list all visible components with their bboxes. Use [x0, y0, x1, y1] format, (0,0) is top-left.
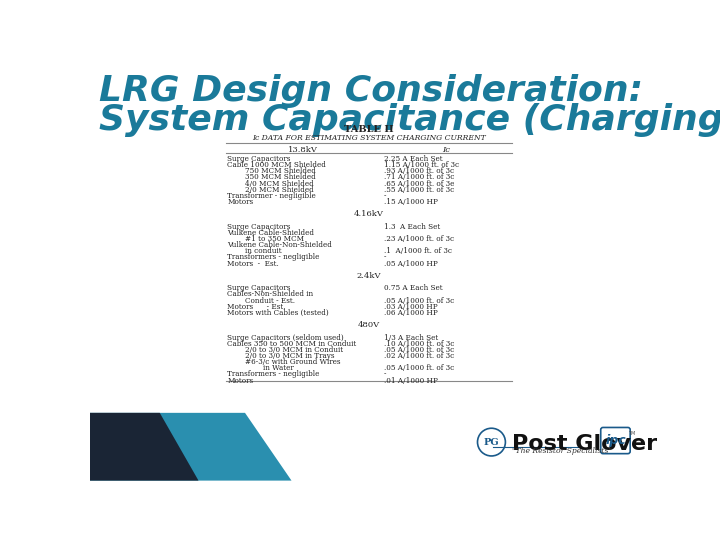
Text: Post Glover: Post Glover: [512, 434, 657, 454]
Text: 1.3  A Each Set: 1.3 A Each Set: [384, 222, 440, 231]
Text: PG: PG: [484, 437, 499, 447]
Text: 1.15 A/1000 ft. of 3c: 1.15 A/1000 ft. of 3c: [384, 161, 459, 169]
Text: 1/3 A Each Set: 1/3 A Each Set: [384, 334, 438, 341]
Text: .55 A/1000 ft. of 3c: .55 A/1000 ft. of 3c: [384, 186, 454, 194]
Text: Motors      - Est.: Motors - Est.: [228, 303, 286, 310]
Text: Transformer - negligible: Transformer - negligible: [228, 192, 316, 200]
Text: 0.75 A Each Set: 0.75 A Each Set: [384, 284, 442, 292]
Text: 750 MCM Shielded: 750 MCM Shielded: [228, 167, 316, 175]
Text: 4/0 MCM Shielded: 4/0 MCM Shielded: [228, 179, 314, 187]
Text: .23 A/1000 ft. of 3c: .23 A/1000 ft. of 3c: [384, 235, 454, 243]
Text: Motors  -  Est.: Motors - Est.: [228, 260, 279, 268]
Text: .15 A/1000 HP: .15 A/1000 HP: [384, 198, 438, 206]
Text: Ic: Ic: [443, 146, 451, 154]
Text: in Water: in Water: [228, 364, 294, 373]
Text: 2/0 to 3/0 MCM in Trays: 2/0 to 3/0 MCM in Trays: [228, 352, 335, 360]
Text: 2.25 A Each Set: 2.25 A Each Set: [384, 155, 442, 163]
Text: -: -: [384, 370, 386, 379]
Text: 480V: 480V: [358, 321, 380, 329]
Text: .05 A/1000 ft. of 3c: .05 A/1000 ft. of 3c: [384, 346, 454, 354]
Text: -: -: [384, 253, 386, 261]
Text: Motors with Cables (tested): Motors with Cables (tested): [228, 309, 329, 317]
Text: Surge Capacitors: Surge Capacitors: [228, 284, 291, 292]
Text: .03 A/1000 HP: .03 A/1000 HP: [384, 303, 437, 310]
Text: .06 A/1000 HP: .06 A/1000 HP: [384, 309, 438, 317]
Text: in conduit: in conduit: [228, 247, 282, 255]
Text: Cables 350 to 500 MCM in Conduit: Cables 350 to 500 MCM in Conduit: [228, 340, 356, 348]
Text: Surge Capacitors: Surge Capacitors: [228, 155, 291, 163]
Text: 2.4kV: 2.4kV: [356, 272, 382, 280]
Text: 2/0 MCM Shielded: 2/0 MCM Shielded: [228, 186, 314, 194]
Text: "The Resistor Specialists": "The Resistor Specialists": [512, 447, 611, 455]
Text: .93 A/1000 ft. of 3c: .93 A/1000 ft. of 3c: [384, 167, 454, 175]
Text: #1 to 350 MCM: #1 to 350 MCM: [228, 235, 305, 243]
Text: Cables-Non-Shielded in: Cables-Non-Shielded in: [228, 291, 313, 299]
Text: .65 A/1000 ft. of 3e: .65 A/1000 ft. of 3e: [384, 179, 454, 187]
Text: #6-3/c with Ground Wires: #6-3/c with Ground Wires: [228, 358, 341, 366]
Text: TABLE II: TABLE II: [344, 125, 394, 134]
Text: ipc: ipc: [605, 434, 626, 447]
Text: Transformers - negligible: Transformers - negligible: [228, 370, 320, 379]
FancyBboxPatch shape: [600, 428, 630, 454]
Text: Ic DATA FOR ESTIMATING SYSTEM CHARGING CURRENT: Ic DATA FOR ESTIMATING SYSTEM CHARGING C…: [252, 134, 486, 142]
Text: 350 MCM Shielded: 350 MCM Shielded: [228, 173, 316, 181]
Text: Vulkene Cable-Shielded: Vulkene Cable-Shielded: [228, 229, 314, 237]
Text: Surge Capacitors: Surge Capacitors: [228, 222, 291, 231]
Text: LRG Design Consideration:: LRG Design Consideration:: [99, 74, 644, 108]
Text: .01 A/1000 HP: .01 A/1000 HP: [384, 377, 438, 384]
Text: Motors: Motors: [228, 377, 253, 384]
Text: Surge Capacitors (seldom used): Surge Capacitors (seldom used): [228, 334, 344, 341]
Text: System Capacitance (Charging Current): System Capacitance (Charging Current): [99, 103, 720, 137]
Text: Cable 1000 MCM Shielded: Cable 1000 MCM Shielded: [228, 161, 326, 169]
Text: .10 A/1000 ft. of 3c: .10 A/1000 ft. of 3c: [384, 340, 454, 348]
Text: .05 A/1000 HP: .05 A/1000 HP: [384, 260, 438, 268]
Text: 13.8kV: 13.8kV: [288, 146, 318, 154]
Text: Transformers - negligible: Transformers - negligible: [228, 253, 320, 261]
Text: Conduit - Est.: Conduit - Est.: [228, 296, 295, 305]
Circle shape: [477, 428, 505, 456]
Text: .1  A/1000 ft. of 3c: .1 A/1000 ft. of 3c: [384, 247, 451, 255]
Text: .71 A/1000 ft. of 3c: .71 A/1000 ft. of 3c: [384, 173, 454, 181]
Text: TM: TM: [628, 431, 635, 436]
Polygon shape: [90, 413, 199, 481]
Text: 4.16kV: 4.16kV: [354, 211, 384, 218]
Polygon shape: [90, 413, 292, 481]
Text: .05 A/1000 ft. of 3c: .05 A/1000 ft. of 3c: [384, 296, 454, 305]
Text: -: -: [384, 192, 386, 200]
Text: Motors: Motors: [228, 198, 253, 206]
Text: Vulkene Cable-Non-Shielded: Vulkene Cable-Non-Shielded: [228, 241, 332, 249]
Text: .02 A/1000 ft. of 3c: .02 A/1000 ft. of 3c: [384, 352, 454, 360]
Text: 2/0 to 3/0 MCM in Conduit: 2/0 to 3/0 MCM in Conduit: [228, 346, 343, 354]
Text: .05 A/1000 ft. of 3c: .05 A/1000 ft. of 3c: [384, 364, 454, 373]
